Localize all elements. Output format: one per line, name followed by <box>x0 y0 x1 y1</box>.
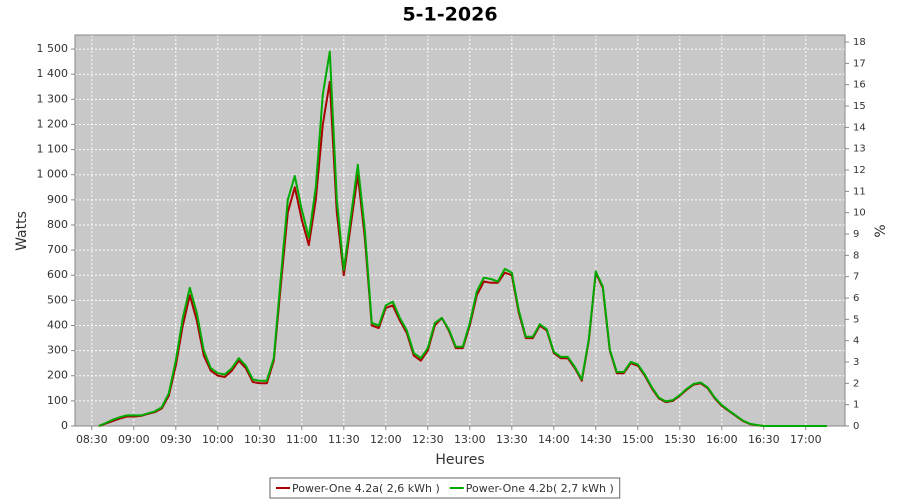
y-tick-label: 0 <box>61 419 68 432</box>
y-tick-label: 600 <box>47 268 68 281</box>
x-tick-label: 09:00 <box>118 433 150 446</box>
y2-tick-label: 13 <box>853 144 866 155</box>
x-tick-label: 14:30 <box>580 433 612 446</box>
x-tick-label: 15:30 <box>664 433 696 446</box>
x-tick-label: 09:30 <box>160 433 192 446</box>
y-tick-label: 200 <box>47 369 68 382</box>
y2-tick-label: 1 <box>853 400 859 411</box>
y2-tick-label: 18 <box>853 37 866 48</box>
y2-tick-label: 16 <box>853 80 866 91</box>
legend-box <box>269 477 621 499</box>
y-tick-label: 1 500 <box>37 42 69 55</box>
x-tick-label: 11:00 <box>286 433 318 446</box>
legend-label: Power-One 4.2b( 2,7 kWh ) <box>466 482 614 495</box>
x-tick-label: 17:00 <box>790 433 822 446</box>
plot-border <box>74 34 846 427</box>
x-tick-label: 16:30 <box>748 433 780 446</box>
y2-tick-label: 11 <box>853 186 866 197</box>
y2-tick-label: 4 <box>853 336 859 347</box>
y2-tick-label: 9 <box>853 229 859 240</box>
x-tick-label: 12:00 <box>370 433 402 446</box>
y2-tick-label: 3 <box>853 357 859 368</box>
x-tick-label: 16:00 <box>706 433 738 446</box>
x-tick-label: 13:30 <box>496 433 528 446</box>
y2-tick-label: 6 <box>853 293 859 304</box>
y2-tick-label: 0 <box>853 421 859 432</box>
y2-tick-label: 2 <box>853 378 859 389</box>
y-tick-label: 700 <box>47 243 68 256</box>
y2-tick-label: 8 <box>853 250 859 261</box>
y-tick-label: 500 <box>47 293 68 306</box>
plot-background <box>75 35 845 426</box>
y2-tick-label: 15 <box>853 101 866 112</box>
y-tick-label: 100 <box>47 394 68 407</box>
x-tick-label: 11:30 <box>328 433 360 446</box>
y2-tick-label: 7 <box>853 272 859 283</box>
y-tick-label: 900 <box>47 193 68 206</box>
y2-tick-label: 17 <box>853 58 866 69</box>
y2-tick-label: 14 <box>853 122 866 133</box>
y-tick-label: 1 200 <box>37 117 69 130</box>
y-tick-label: 1 300 <box>37 92 69 105</box>
y2-axis-label: % <box>873 224 889 237</box>
y-tick-label: 1 400 <box>37 67 69 80</box>
x-tick-label: 15:00 <box>622 433 654 446</box>
x-tick-label: 12:30 <box>412 433 444 446</box>
x-tick-label: 08:30 <box>76 433 108 446</box>
chart-title: 5-1-2026 <box>402 4 497 26</box>
y-tick-label: 800 <box>47 218 68 231</box>
x-tick-label: 13:00 <box>454 433 486 446</box>
x-tick-label: 14:00 <box>538 433 570 446</box>
y2-tick-label: 10 <box>853 208 866 219</box>
legend: Power-One 4.2a( 2,6 kWh ) Power-One 4.2b(… <box>269 477 621 499</box>
legend-label: Power-One 4.2a( 2,6 kWh ) <box>292 482 440 495</box>
y2-tick-label: 5 <box>853 314 859 325</box>
y-tick-label: 1 100 <box>37 143 69 156</box>
y-axis-label: Watts <box>14 211 30 251</box>
x-tick-label: 10:30 <box>244 433 276 446</box>
y-tick-label: 400 <box>47 318 68 331</box>
series-line <box>98 50 827 427</box>
y2-tick-label: 12 <box>853 165 866 176</box>
y-tick-label: 300 <box>47 344 68 357</box>
x-axis-label: Heures <box>435 452 484 468</box>
x-tick-label: 10:00 <box>202 433 234 446</box>
y-tick-label: 1 000 <box>37 168 69 181</box>
